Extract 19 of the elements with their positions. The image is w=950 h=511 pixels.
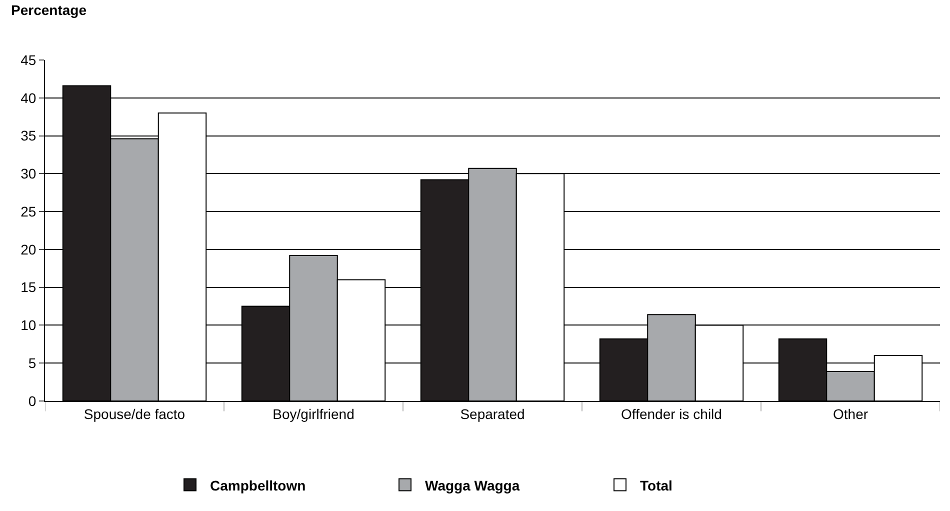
x-tick-label: Separated xyxy=(460,406,525,422)
x-tick-label: Other xyxy=(832,406,868,422)
y-tick-label: 45 xyxy=(20,52,36,68)
y-axis-title: Percentage xyxy=(11,2,87,18)
y-tick-label: 35 xyxy=(20,128,36,144)
x-tick-label: Spouse/de facto xyxy=(84,406,186,422)
y-tick-label: 10 xyxy=(20,317,36,334)
y-tick-label: 25 xyxy=(20,203,36,220)
legend-label: Total xyxy=(640,477,672,494)
x-tick-label: Boy/girlfriend xyxy=(272,406,354,422)
x-tick-label: Offender is child xyxy=(621,406,722,422)
y-tick-label: 0 xyxy=(28,392,36,409)
y-tick-label: 5 xyxy=(28,355,36,372)
y-tick-label: 40 xyxy=(20,90,36,106)
y-tick-label: 20 xyxy=(20,241,36,258)
legend-label: Wagga Wagga xyxy=(425,477,520,494)
y-tick-label: 15 xyxy=(20,279,36,296)
y-tick-label: 30 xyxy=(20,166,36,182)
legend-label: Campbelltown xyxy=(210,477,306,494)
